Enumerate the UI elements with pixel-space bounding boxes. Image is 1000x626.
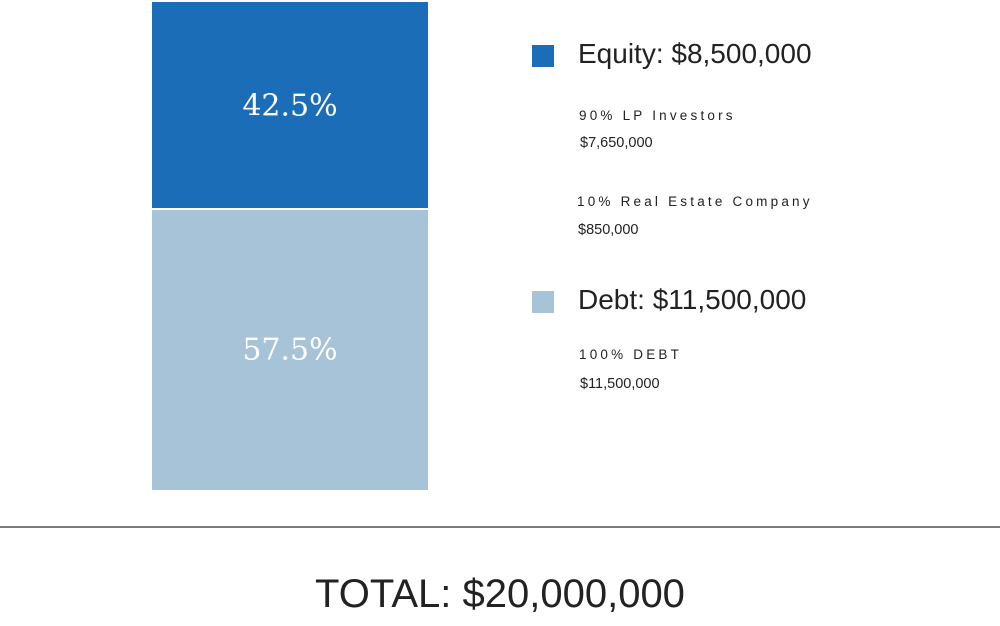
legend-swatch-debt bbox=[532, 291, 554, 313]
total-label: TOTAL: $20,000,000 bbox=[315, 572, 685, 616]
bar-segment-divider bbox=[152, 208, 428, 210]
legend-entry-equity: Equity: $8,500,000 bbox=[578, 38, 812, 69]
breakdown-label-debt: 100% DEBT bbox=[579, 347, 683, 362]
legend-entry-debt: Debt: $11,500,000 bbox=[578, 284, 807, 315]
breakdown-label-real-estate-company: 10% Real Estate Company bbox=[577, 194, 813, 209]
stacked-bar: 42.5% 57.5% bbox=[152, 2, 428, 490]
bar-segment-equity bbox=[152, 2, 428, 209]
breakdown-amount-lp-investors: $7,650,000 bbox=[580, 135, 653, 151]
breakdown-amount-debt: $11,500,000 bbox=[580, 376, 660, 392]
legend-swatch-equity bbox=[532, 45, 554, 67]
breakdown-amount-real-estate-company: $850,000 bbox=[578, 222, 639, 238]
bar-segment-debt bbox=[152, 209, 428, 490]
data-label-equity: 42.5% bbox=[242, 88, 338, 123]
data-label-debt: 57.5% bbox=[242, 332, 338, 367]
breakdown-label-lp-investors: 90% LP Investors bbox=[579, 108, 736, 123]
total-divider bbox=[0, 526, 1000, 528]
